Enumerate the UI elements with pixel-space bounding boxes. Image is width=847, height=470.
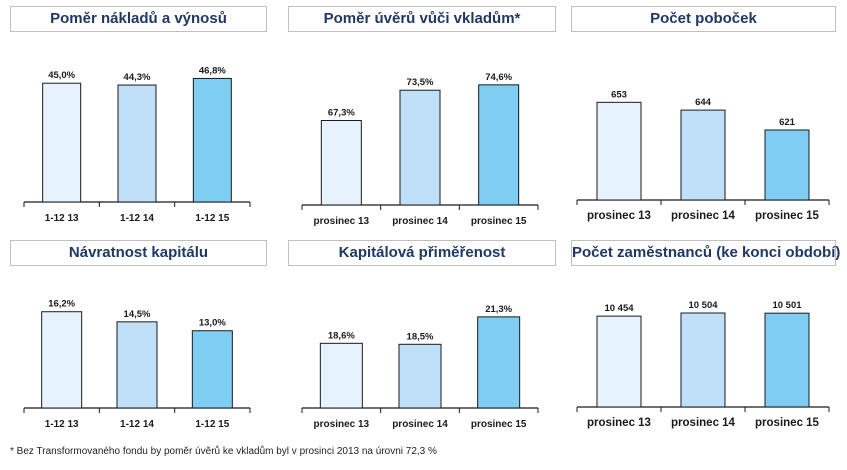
x-tick-label: prosinec 13 [314,419,370,430]
x-tick-label: prosinec 13 [587,417,651,429]
chart-title: Počet zaměstnanců (ke konci období) [571,240,840,266]
chart-capital-adequacy: 18,6% prosinec 13 18,5% prosinec 14 21,3% pro… [301,304,539,430]
data-label: 46,8% [199,65,226,76]
bar [319,342,363,409]
footnote: * Bez Transformovaného fondu by poměr úv… [10,446,437,457]
bar [192,77,232,203]
bar [191,330,233,409]
x-tick-label: 1-12 15 [195,213,229,224]
x-tick-label: prosinec 14 [671,417,736,429]
x-tick-label: 1-12 14 [120,419,154,430]
data-label: 45,0% [48,70,75,81]
chart-employees: 10 454 prosinec 13 10 504 prosinec 14 10 501… [576,300,830,429]
chart-panel-branches: Počet poboček 653 prosinec 13 644 prosinec … [571,6,836,222]
data-label: 74,6% [485,72,512,83]
x-tick-label: prosinec 15 [755,210,820,222]
data-label: 67,3% [328,107,355,118]
x-tick-label: prosinec 15 [755,417,820,429]
x-tick-label: prosinec 15 [471,216,527,227]
bar [117,84,157,203]
bar [42,82,82,203]
data-label: 16,2% [48,299,75,310]
x-tick-label: prosinec 13 [314,216,370,227]
chart-title: Návratnost kapitálu [10,240,267,266]
chart-cost-income: 45,0% 1-12 13 44,3% 1-12 14 46,8% 1-12 15 [23,65,251,224]
bar [116,321,158,409]
chart-branches: 653 prosinec 13 644 prosinec 14 621 prosinec … [576,89,830,222]
bar [764,312,810,408]
x-tick-label: prosinec 14 [671,210,736,222]
data-label: 653 [611,89,627,100]
bar [398,343,442,409]
chart-title: Poměr úvěrů vůči vkladům* [288,6,556,32]
chart-title: Počet poboček [571,6,836,32]
x-tick-label: prosinec 15 [471,419,527,430]
bar [764,129,810,201]
chart-panel-cost-income: Poměr nákladů a výnosů 45,0% 1-12 13 44,3%… [10,6,267,224]
data-label: 621 [779,117,796,128]
data-label: 73,5% [407,77,434,88]
bar [41,311,83,409]
chart-roe: 16,2% 1-12 13 14,5% 1-12 14 13,0% 1-12 15 [23,299,251,430]
data-label: 10 501 [772,300,802,311]
data-label: 644 [695,97,712,108]
chart-title: Poměr nákladů a výnosů [10,6,267,32]
x-tick-label: 1-12 15 [195,419,229,430]
bar [320,119,362,206]
chart-panel-employees: Počet zaměstnanců (ke konci období) 10 4… [571,240,840,436]
bar [680,312,726,408]
bar [478,84,520,206]
bar [596,101,642,201]
data-label: 14,5% [124,309,151,320]
data-label: 21,3% [485,304,512,315]
chart-panel-roe: Návratnost kapitálu 16,2% 1-12 13 14,5% 1-1… [10,240,267,430]
bar [596,315,642,408]
chart-loan-deposit: 67,3% prosinec 13 73,5% prosinec 14 74,6% pro… [301,72,539,227]
x-tick-label: prosinec 13 [587,210,651,222]
x-tick-label: 1-12 13 [45,419,79,430]
chart-panel-capital-adequacy: Kapitálová přiměřenost 18,6% prosinec 13 1… [288,240,556,430]
data-label: 18,6% [328,330,355,341]
bar [399,89,441,206]
x-tick-label: prosinec 14 [392,419,448,430]
data-label: 44,3% [124,72,151,83]
data-label: 13,0% [199,318,226,329]
bar [477,316,521,409]
data-label: 10 454 [604,303,634,314]
data-label: 10 504 [688,300,718,311]
bar [680,109,726,201]
x-tick-label: 1-12 14 [120,213,154,224]
data-label: 18,5% [407,331,434,342]
chart-panel-loan-deposit: Poměr úvěrů vůči vkladům* 67,3% prosinec … [288,6,556,227]
chart-title: Kapitálová přiměřenost [288,240,556,266]
x-tick-label: 1-12 13 [45,213,79,224]
x-tick-label: prosinec 14 [392,216,448,227]
